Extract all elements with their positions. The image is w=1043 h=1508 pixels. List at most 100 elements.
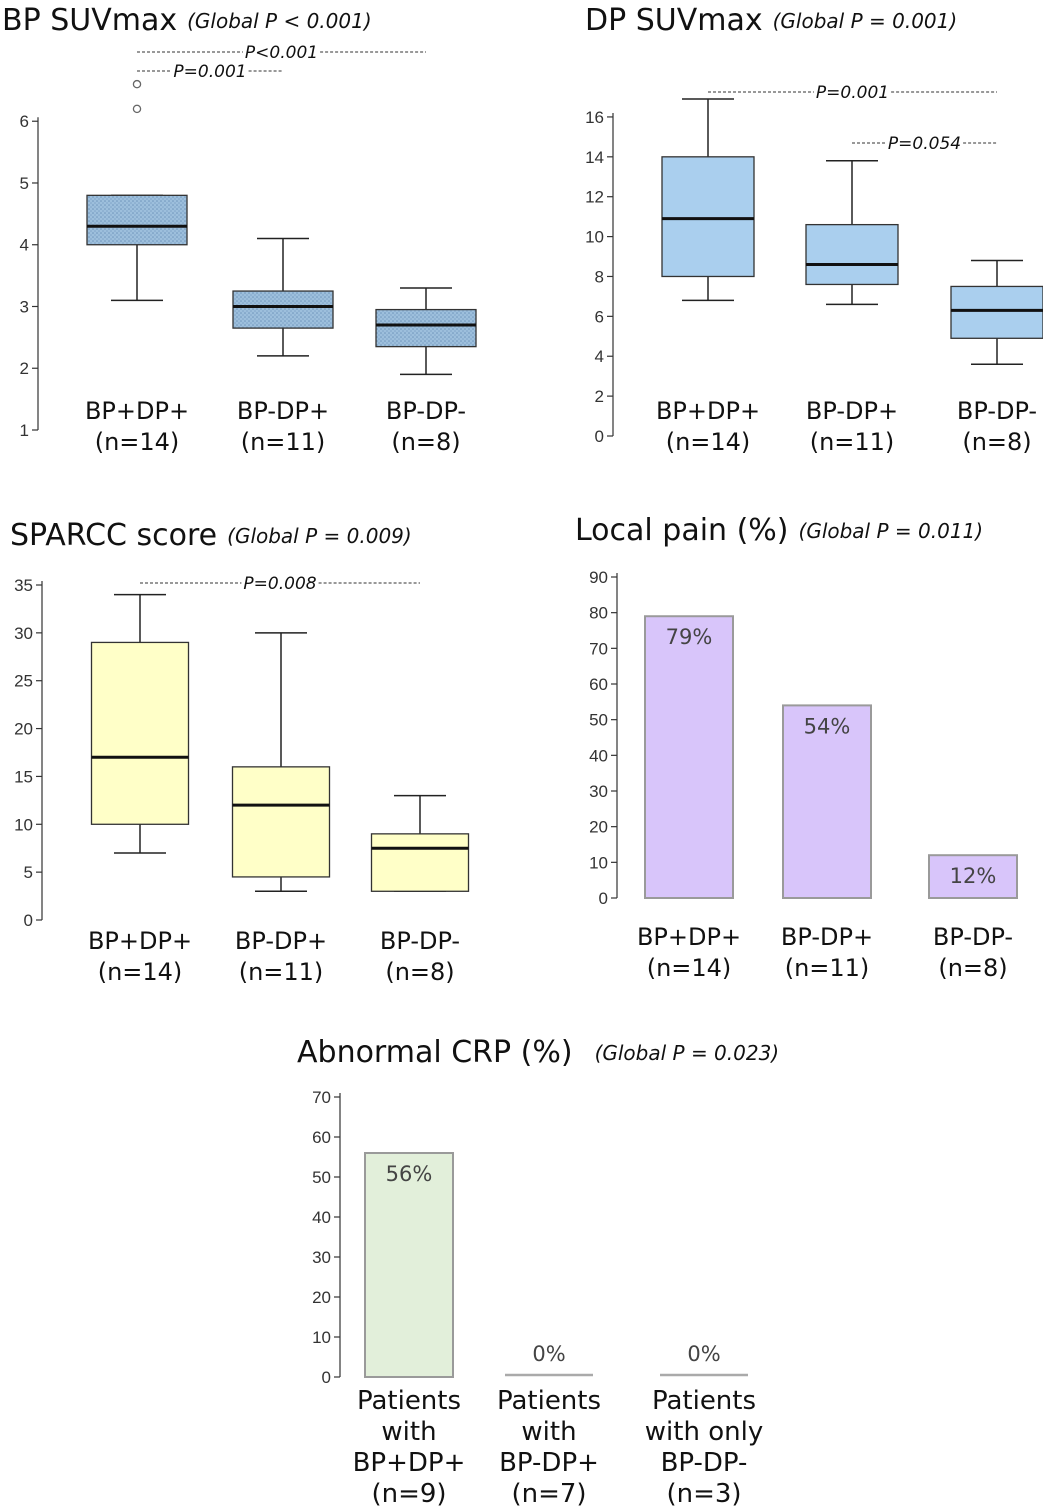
chart-title: SPARCC score bbox=[10, 518, 217, 553]
global-p-value: (Global P = 0.011) bbox=[799, 519, 984, 543]
bar-3: 12% bbox=[928, 854, 1018, 900]
annotation-label: P=0.008 bbox=[243, 574, 316, 594]
category-n-label: (n=14) bbox=[98, 958, 183, 986]
y-tick-label: 0 bbox=[599, 889, 608, 908]
category-n-label: (n=8) bbox=[385, 958, 454, 986]
bar-value-label: 79% bbox=[666, 625, 713, 649]
y-tick-label: 5 bbox=[24, 863, 33, 882]
category-label: Patients bbox=[652, 1386, 756, 1416]
p-annotation: P=0.001 bbox=[708, 83, 997, 103]
y-tick-label: 70 bbox=[589, 639, 608, 658]
y-tick-label: 2 bbox=[20, 359, 29, 378]
category-label: Patients bbox=[357, 1386, 461, 1416]
y-tick-label: 4 bbox=[20, 236, 29, 255]
bar-3: 0% bbox=[660, 1342, 748, 1377]
p-annotation: P=0.008 bbox=[140, 574, 420, 594]
bar-value-label: 56% bbox=[386, 1162, 433, 1186]
category-label: BP-DP- bbox=[933, 923, 1013, 951]
category-n-label: (n=11) bbox=[241, 428, 326, 456]
category-label: BP+DP+ bbox=[353, 1448, 466, 1478]
y-tick-label: 0 bbox=[322, 1368, 331, 1387]
p-annotation: P=0.054 bbox=[852, 134, 997, 154]
y-tick-label: 30 bbox=[312, 1248, 331, 1267]
bar bbox=[782, 704, 872, 900]
iqr-box bbox=[86, 194, 188, 246]
bar-2: 54% bbox=[782, 704, 872, 900]
y-tick-label: 0 bbox=[595, 427, 604, 446]
annotation-label: P=0.001 bbox=[816, 83, 889, 103]
category-n-label: (n=14) bbox=[647, 954, 732, 982]
pain-chart: Local pain (%) (Global P = 0.011) 0 10 20 30 4… bbox=[575, 513, 1018, 982]
category-n-label: (n=8) bbox=[938, 954, 1007, 982]
y-tick-label: 60 bbox=[312, 1128, 331, 1147]
iqr-box bbox=[232, 290, 334, 329]
sparcc-chart: SPARCC score (Global P = 0.009) 0 5 10 15 20 25… bbox=[10, 518, 470, 986]
annotation-label: P<0.001 bbox=[245, 43, 318, 63]
bar-value-label: 12% bbox=[950, 864, 997, 888]
category-label: BP-DP- bbox=[957, 397, 1037, 425]
box-1 bbox=[86, 79, 188, 302]
y-tick-label: 60 bbox=[589, 675, 608, 694]
category-n-label: (n=8) bbox=[391, 428, 460, 456]
category-label: BP+DP+ bbox=[88, 927, 192, 955]
category-n-label: (n=14) bbox=[666, 428, 751, 456]
category-label: BP+DP+ bbox=[85, 397, 189, 425]
iqr-box bbox=[661, 156, 755, 278]
category-n-label: (n=8) bbox=[962, 428, 1031, 456]
category-label: (n=7) bbox=[511, 1479, 586, 1508]
y-tick-label: 40 bbox=[589, 746, 608, 765]
iqr-box bbox=[950, 285, 1043, 339]
bar bbox=[644, 615, 734, 899]
y-tick-label: 12 bbox=[585, 188, 604, 207]
y-tick-label: 5 bbox=[20, 174, 29, 193]
y-tick-label: 20 bbox=[589, 818, 608, 837]
y-tick-label: 30 bbox=[14, 624, 33, 643]
category-n-label: (n=14) bbox=[95, 428, 180, 456]
box-2 bbox=[231, 632, 331, 893]
category-label: BP-DP+ bbox=[806, 397, 898, 425]
y-tick-label: 15 bbox=[14, 767, 33, 786]
category-label: with only bbox=[645, 1417, 763, 1447]
category-label: Patients bbox=[497, 1386, 601, 1416]
box-2 bbox=[232, 237, 334, 357]
chart-title: DP SUVmax bbox=[585, 3, 763, 38]
y-tick-label: 50 bbox=[312, 1168, 331, 1187]
iqr-box bbox=[375, 308, 477, 348]
y-tick-label: 20 bbox=[312, 1288, 331, 1307]
global-p-value: (Global P = 0.009) bbox=[227, 524, 412, 548]
category-label: BP-DP- bbox=[386, 397, 466, 425]
chart-title: Local pain (%) bbox=[575, 513, 789, 548]
bar-1: 56% bbox=[364, 1152, 454, 1378]
category-label: BP+DP+ bbox=[637, 923, 741, 951]
iqr-box bbox=[90, 641, 190, 825]
y-tick-label: 16 bbox=[585, 108, 604, 127]
iqr-box bbox=[231, 766, 331, 878]
p-annotation: P<0.001 bbox=[137, 43, 426, 63]
category-label: BP-DP+ bbox=[237, 397, 329, 425]
p-annotation: P=0.001 bbox=[137, 62, 283, 82]
y-tick-label: 10 bbox=[589, 853, 608, 872]
y-tick-label: 25 bbox=[14, 672, 33, 691]
annotation-label: P=0.054 bbox=[888, 134, 961, 154]
y-tick-label: 50 bbox=[589, 711, 608, 730]
outlier-point bbox=[132, 104, 142, 114]
bar-value-label: 0% bbox=[687, 1342, 720, 1366]
dp-chart: DP SUVmax (Global P = 0.001) 0 2 4 6 8 10 12 14 16… bbox=[585, 3, 1043, 456]
category-label: (n=9) bbox=[371, 1479, 446, 1508]
category-label: BP-DP- bbox=[380, 927, 460, 955]
bar-2: 0% bbox=[505, 1342, 593, 1377]
y-tick-label: 2 bbox=[595, 387, 604, 406]
y-tick-label: 14 bbox=[585, 148, 604, 167]
iqr-box bbox=[370, 833, 470, 892]
global-p-value: (Global P < 0.001) bbox=[187, 9, 372, 33]
crp-chart: Abnormal CRP (%) (Global P = 0.023) 0 10 20 3… bbox=[297, 1035, 779, 1508]
category-label: BP-DP- bbox=[661, 1448, 748, 1478]
y-tick-label: 4 bbox=[595, 347, 604, 366]
y-tick-label: 10 bbox=[14, 815, 33, 834]
global-p-value: (Global P = 0.001) bbox=[773, 9, 958, 33]
bar bbox=[364, 1152, 454, 1378]
box-2 bbox=[805, 160, 899, 306]
y-tick-label: 6 bbox=[595, 307, 604, 326]
chart-title: Abnormal CRP (%) bbox=[297, 1035, 573, 1070]
